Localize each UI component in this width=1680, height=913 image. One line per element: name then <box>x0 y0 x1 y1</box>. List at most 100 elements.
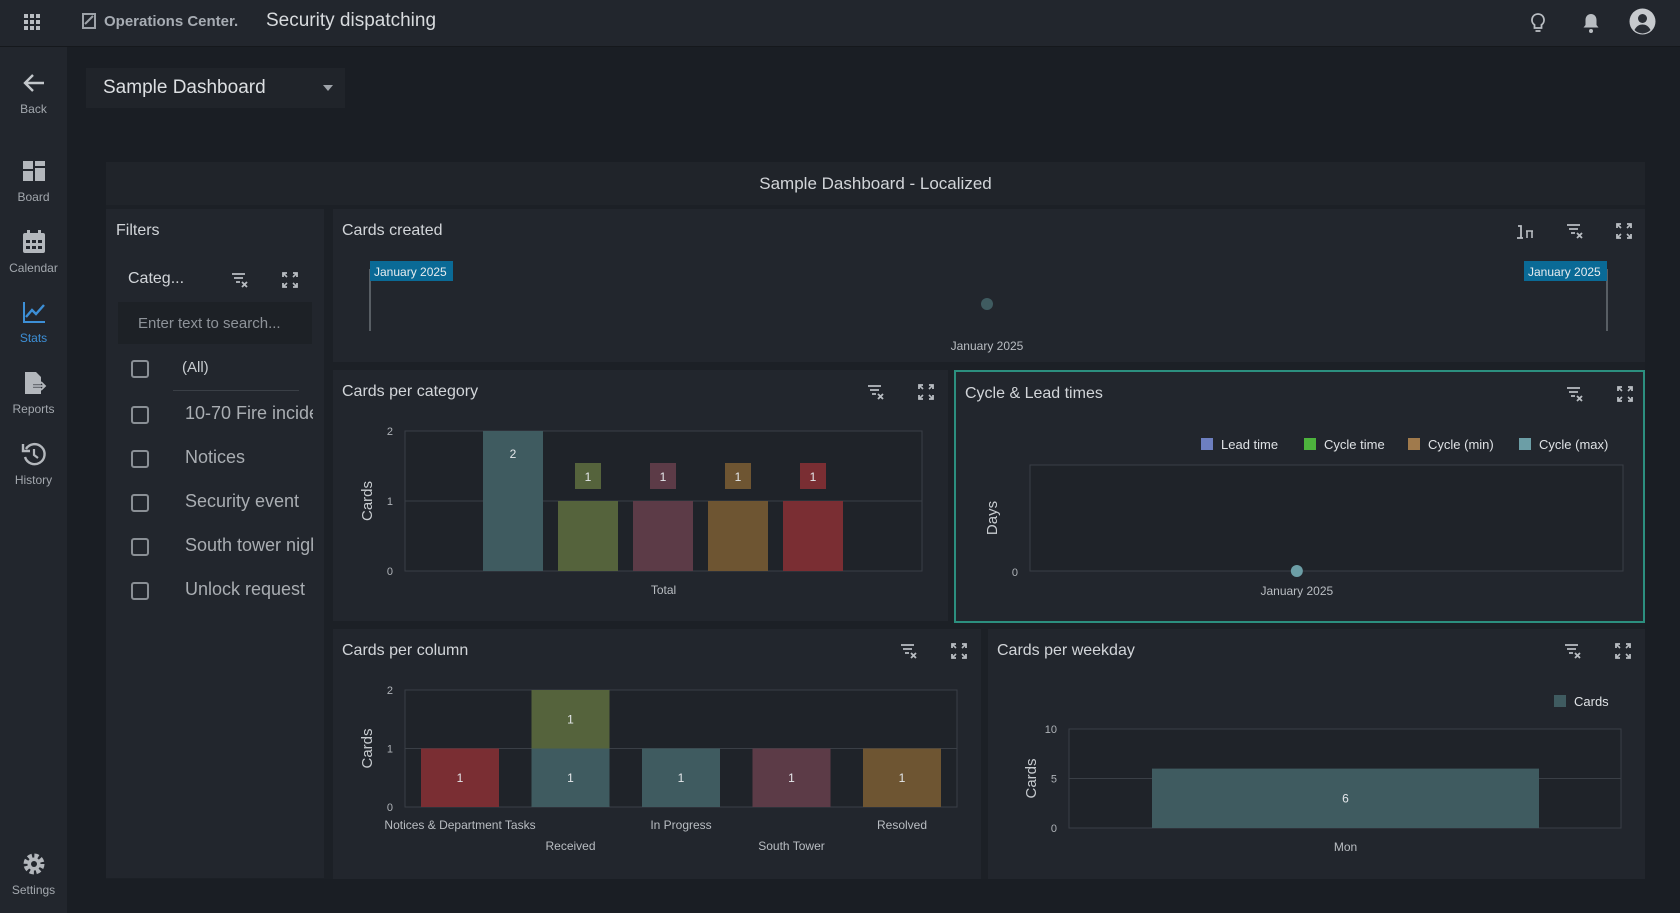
clear-filter-icon <box>901 644 917 659</box>
y-tick-label: 5 <box>1051 774 1057 786</box>
sidebar-item-label: Back <box>20 102 47 116</box>
maximize-button[interactable] <box>1614 221 1634 241</box>
clear-filter-button[interactable] <box>1565 221 1585 241</box>
filter-option[interactable]: Security event <box>131 489 311 519</box>
sidebar-item-label: History <box>14 473 53 487</box>
maximize-button[interactable] <box>916 382 936 402</box>
data-label: 1 <box>457 771 464 785</box>
brand-logo-icon <box>82 13 96 29</box>
sidebar-item-back[interactable]: Back <box>0 69 67 133</box>
range-end-tag <box>1524 261 1607 281</box>
sidebar-item-calendar[interactable]: Calendar <box>0 228 67 292</box>
checkbox[interactable] <box>131 406 149 424</box>
y-axis-label: Days <box>984 501 1001 535</box>
gear-icon <box>23 853 44 875</box>
filter-search-input[interactable] <box>118 302 312 344</box>
clear-filter-button[interactable] <box>1563 641 1583 661</box>
plot-area <box>1029 464 1624 572</box>
bar[interactable] <box>558 501 618 571</box>
expand-icon <box>282 272 298 288</box>
bar[interactable] <box>531 748 610 808</box>
bar[interactable] <box>1152 768 1539 828</box>
clear-filter-button[interactable] <box>1565 384 1585 404</box>
maximize-button[interactable] <box>1615 384 1635 404</box>
clear-filter-icon <box>232 273 248 288</box>
bar[interactable] <box>421 748 499 808</box>
data-label: 1 <box>899 771 906 785</box>
cards-per-column-chart: 0 1 2 Cards 1 Notices & Department Tasks 1 1 Rec… <box>359 685 958 853</box>
sidebar-item-label: Settings <box>11 883 56 897</box>
legend-label: Lead time <box>1221 437 1278 452</box>
legend-label: Cycle time <box>1324 437 1385 452</box>
checkbox[interactable] <box>131 360 149 378</box>
bar[interactable] <box>783 501 843 571</box>
chevron-down-icon <box>323 85 333 91</box>
cards-per-category-chart: 0 1 2 Cards 2 1 1 1 1 Total <box>359 426 923 597</box>
clear-filter-button[interactable] <box>866 382 886 402</box>
cards-per-weekday-panel: Cards per weekday 0 5 10 Cards Cards 6 Mon <box>988 629 1645 879</box>
range-toggle-button[interactable] <box>1515 221 1535 241</box>
maximize-button[interactable] <box>1613 641 1633 661</box>
sidebar-item-settings[interactable]: Settings <box>0 850 67 913</box>
bar[interactable] <box>642 748 720 808</box>
top-bar: Operations Center. Security dispatching <box>0 0 1680 47</box>
checkbox[interactable] <box>131 582 149 600</box>
y-tick-label: 0 <box>1012 567 1018 579</box>
bar[interactable] <box>752 748 831 808</box>
lightbulb-icon[interactable] <box>1526 11 1550 35</box>
x-tick-label: Resolved <box>877 818 927 832</box>
cards-per-category-panel: Cards per category 0 1 2 Cards 2 1 1 1 1 Total <box>333 370 948 621</box>
brand-name: Operations Center. <box>104 12 239 30</box>
bar[interactable] <box>483 431 543 571</box>
brand[interactable]: Operations Center. <box>80 12 238 30</box>
expand-icon <box>1615 643 1631 659</box>
sidebar-item-label: Board <box>17 190 50 204</box>
filter-option[interactable]: Unlock request <box>131 577 311 607</box>
sidebar-item-history[interactable]: History <box>0 440 67 504</box>
x-tick-label: South Tower <box>758 839 825 853</box>
checkbox[interactable] <box>131 450 149 468</box>
bar[interactable] <box>633 501 693 571</box>
filter-option[interactable]: 10-70 Fire incident <box>131 401 313 431</box>
range-end-label: January 2025 <box>1528 265 1601 279</box>
maximize-button[interactable] <box>949 641 969 661</box>
data-point[interactable] <box>1290 565 1303 577</box>
expand-icon <box>1617 386 1633 402</box>
cycle-lead-chart: 0 Days Lead time Cycle time Cycle (min) Cycle… <box>984 437 1624 598</box>
dashboard-select-value: Sample Dashboard <box>103 77 266 98</box>
expand-icon <box>1616 223 1632 239</box>
bar[interactable] <box>708 501 768 571</box>
data-label-box <box>800 463 826 489</box>
checkbox[interactable] <box>131 494 149 512</box>
filter-option[interactable]: Notices <box>131 445 311 475</box>
x-tick-label: January 2025 <box>1260 584 1333 598</box>
stats-icon <box>22 302 45 323</box>
avatar[interactable] <box>1629 8 1656 35</box>
bar[interactable] <box>863 748 941 808</box>
clear-filter-button[interactable] <box>899 641 919 661</box>
maximize-button[interactable] <box>280 270 300 290</box>
dashboard-select[interactable]: Sample Dashboard <box>86 68 345 108</box>
filter-option[interactable]: (All) <box>131 355 311 385</box>
sidebar-item-stats[interactable]: Stats <box>0 298 67 362</box>
sidebar-item-board[interactable]: Board <box>0 157 67 221</box>
cards-created-range-chart: January 2025 January 2025 January 2025 <box>369 261 1608 353</box>
board-icon <box>22 161 45 181</box>
bell-icon[interactable] <box>1579 11 1603 35</box>
y-tick-label: 10 <box>1045 724 1057 736</box>
y-tick-label: 0 <box>1051 823 1057 835</box>
y-tick-label: 0 <box>387 802 393 814</box>
bar[interactable] <box>531 690 610 749</box>
clear-filter-button[interactable] <box>230 270 250 290</box>
y-axis-label: Cards <box>359 728 376 768</box>
range-start-tag <box>370 261 453 281</box>
panel-title: Cards created <box>342 222 443 239</box>
filter-option[interactable]: South tower night <box>131 533 313 563</box>
apps-grid-icon[interactable] <box>23 13 41 31</box>
checkbox[interactable] <box>131 538 149 556</box>
data-point[interactable] <box>981 298 993 310</box>
range-icon <box>1517 225 1533 239</box>
sidebar-item-reports[interactable]: Reports <box>0 369 67 433</box>
data-label: 1 <box>567 712 574 726</box>
sidebar-item-label: Reports <box>12 402 55 416</box>
